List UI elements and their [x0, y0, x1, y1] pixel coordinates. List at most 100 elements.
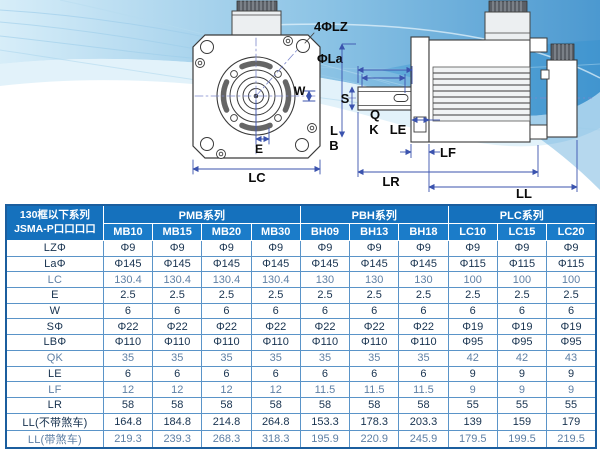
dim-label-e: E — [255, 142, 263, 156]
value-cell: 100 — [496, 271, 548, 289]
front-connector-icon — [231, 0, 282, 36]
value-cell: 35 — [250, 349, 301, 367]
value-cell: 2.5 — [250, 287, 301, 304]
dim-label-ll: LL — [516, 186, 532, 201]
value-cell: Φ22 — [349, 318, 400, 336]
value-cell: Φ115 — [447, 255, 498, 273]
value-cell: 2.5 — [398, 287, 449, 304]
value-cell: 219.5 — [546, 429, 597, 449]
value-cell: Φ9 — [447, 240, 498, 257]
value-cell: Φ22 — [201, 318, 252, 336]
value-cell: 179.5 — [447, 429, 498, 449]
value-cell: Φ145 — [102, 255, 154, 273]
value-cell: 6 — [201, 365, 252, 383]
value-cell: Φ95 — [447, 334, 498, 351]
table-row: SΦ Φ22 Φ22 Φ22 Φ22 Φ22 Φ22 Φ22 Φ19 Φ19 Φ19 — [5, 318, 597, 336]
row-label: LaΦ — [5, 255, 104, 273]
row-label: QK — [5, 349, 104, 367]
value-cell: Φ110 — [398, 334, 449, 351]
table-row: LF 12 12 12 12 11.5 11.5 11.5 9 9 9 — [5, 381, 597, 398]
row-label: SΦ — [5, 318, 104, 336]
value-cell: 6 — [201, 302, 252, 320]
value-cell: 219.3 — [102, 429, 154, 449]
value-cell: Φ115 — [546, 255, 597, 273]
model-header-mb15: MB15 — [152, 223, 203, 241]
value-cell: 35 — [299, 349, 351, 367]
value-cell: 100 — [447, 271, 498, 289]
value-cell: 6 — [250, 365, 301, 383]
value-cell: 179 — [546, 412, 597, 431]
value-cell: 9 — [447, 365, 498, 383]
value-cell: Φ19 — [546, 318, 597, 336]
value-cell: 6 — [349, 302, 400, 320]
value-cell: 6 — [299, 365, 351, 383]
value-cell: Φ22 — [152, 318, 203, 336]
value-cell: 2.5 — [152, 287, 203, 304]
row-label: LBΦ — [5, 334, 104, 351]
table-row: QK 35 35 35 35 35 35 35 42 42 43 — [5, 349, 597, 367]
value-cell: Φ110 — [201, 334, 252, 351]
series-title-cell: 130框以下系列 JSMA-P口口口口 — [5, 204, 104, 241]
value-cell: 268.3 — [201, 429, 252, 449]
table-row: LR 58 58 58 58 58 58 58 55 55 55 — [5, 396, 597, 414]
value-cell: 35 — [349, 349, 400, 367]
value-cell: 239.3 — [152, 429, 203, 449]
motor-dimension-diagram: 4ΦLZ ΦLa W E LC — [0, 0, 600, 201]
value-cell: 130 — [349, 271, 400, 289]
dim-label-4philz: 4ΦLZ — [314, 19, 348, 34]
value-cell: 130.4 — [250, 271, 301, 289]
table-row: LaΦ Φ145 Φ145 Φ145 Φ145 Φ145 Φ145 Φ145 Φ115 Φ115 Φ… — [5, 255, 597, 273]
value-cell: 55 — [496, 396, 548, 414]
value-cell: 58 — [250, 396, 301, 414]
value-cell: Φ110 — [250, 334, 301, 351]
dim-label-s: S — [341, 91, 350, 106]
dim-label-lc: LC — [248, 170, 266, 185]
row-label: W — [5, 302, 104, 320]
table-row: LZΦ Φ9 Φ9 Φ9 Φ9 Φ9 Φ9 Φ9 Φ9 Φ9 Φ9 — [5, 240, 597, 257]
value-cell: Φ22 — [398, 318, 449, 336]
value-cell: 2.5 — [299, 287, 351, 304]
dim-label-q: Q — [370, 107, 380, 122]
rear-tab-bottom — [529, 124, 548, 140]
value-cell: 318.3 — [250, 429, 301, 449]
row-label: LZΦ — [5, 240, 104, 257]
mounting-bolt-holes — [200, 39, 310, 152]
table-row: E 2.5 2.5 2.5 2.5 2.5 2.5 2.5 2.5 2.5 2.5 — [5, 287, 597, 304]
value-cell: 35 — [201, 349, 252, 367]
value-cell: 199.5 — [496, 429, 548, 449]
side-dimension-lines — [338, 43, 578, 192]
spec-table-header: 130框以下系列 JSMA-P口口口口 PMB系列 PBH系列 PLC系列 MB… — [5, 204, 597, 241]
dim-label-k: K — [369, 122, 379, 137]
value-cell: Φ9 — [201, 240, 252, 257]
value-cell: Φ9 — [102, 240, 154, 257]
flange-detail — [413, 116, 427, 133]
row-label: LF — [5, 381, 104, 398]
cover-screws — [195, 36, 317, 159]
value-cell: 2.5 — [447, 287, 498, 304]
value-cell: 6 — [250, 302, 301, 320]
value-cell: Φ115 — [496, 255, 548, 273]
dim-label-w: W — [294, 84, 306, 98]
value-cell: 214.8 — [201, 412, 252, 431]
row-label: LR — [5, 396, 104, 414]
value-cell: 100 — [546, 271, 597, 289]
value-cell: 164.8 — [102, 412, 154, 431]
model-header-bh13: BH13 — [349, 223, 400, 241]
value-cell: 6 — [152, 302, 203, 320]
value-cell: 184.8 — [152, 412, 203, 431]
value-cell: Φ95 — [546, 334, 597, 351]
value-cell: 130.4 — [152, 271, 203, 289]
value-cell: 130.4 — [201, 271, 252, 289]
table-row: LC 130.4 130.4 130.4 130.4 130 130 130 100 100 100 — [5, 271, 597, 289]
power-connector-icon — [484, 0, 531, 41]
value-cell: Φ9 — [398, 240, 449, 257]
value-cell: Φ9 — [299, 240, 351, 257]
model-header-mb30: MB30 — [250, 223, 301, 241]
value-cell: Φ19 — [447, 318, 498, 336]
rear-tab-top — [529, 37, 548, 53]
dim-label-le: LE — [390, 122, 407, 137]
model-header-bh18: BH18 — [398, 223, 449, 241]
value-cell: 6 — [398, 302, 449, 320]
value-cell: 2.5 — [201, 287, 252, 304]
